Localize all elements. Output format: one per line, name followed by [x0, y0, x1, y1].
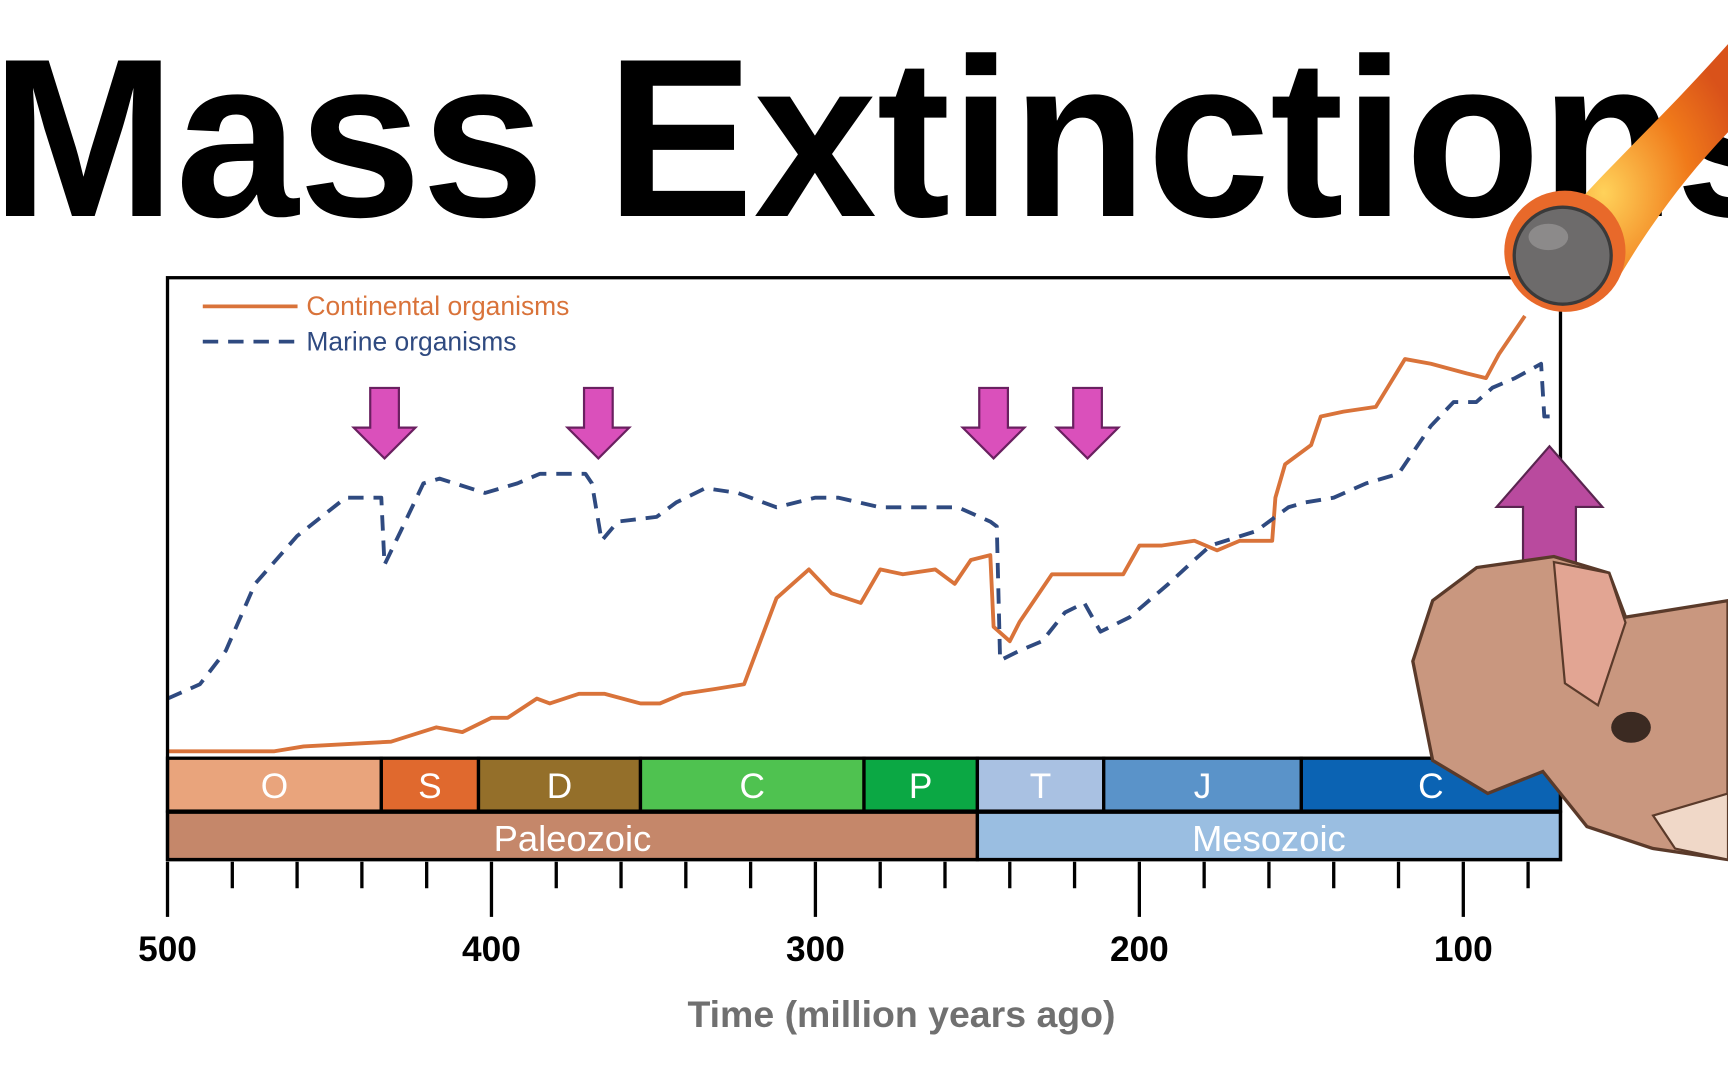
x-tick-label: 100 [1434, 930, 1493, 969]
period-label: C [1418, 767, 1443, 806]
extinction-arrow [564, 386, 632, 461]
period-label: D [547, 767, 572, 806]
period-label: J [1194, 767, 1212, 806]
series-line [167, 314, 1527, 754]
period-band [476, 756, 643, 813]
dinosaur-illustration [1411, 444, 1728, 862]
extinction-arrow [1054, 386, 1122, 461]
chart-title: Mass Extinctions [0, 11, 1728, 264]
x-axis-title: Time (million years ago) [687, 993, 1115, 1035]
period-label: O [261, 767, 288, 806]
legend-label: Marine organisms [306, 326, 516, 356]
era-label: Paleozoic [494, 818, 652, 859]
era-band [975, 810, 1563, 862]
period-band [165, 756, 383, 813]
extinction-arrow [960, 386, 1028, 461]
x-tick-label: 200 [1110, 930, 1169, 969]
period-label: T [1030, 767, 1052, 806]
meteor-illustration [1504, 44, 1728, 312]
extinction-arrow [351, 386, 419, 461]
period-label: P [909, 767, 933, 806]
period-label: C [740, 767, 765, 806]
period-label: S [418, 767, 442, 806]
x-tick-label: 500 [138, 930, 197, 969]
x-tick-label: 400 [462, 930, 521, 969]
legend-label: Continental organisms [306, 291, 569, 321]
x-tick-label: 300 [786, 930, 845, 969]
era-label: Mesozoic [1192, 818, 1346, 859]
period-band [379, 756, 481, 813]
series-line [166, 361, 1561, 701]
